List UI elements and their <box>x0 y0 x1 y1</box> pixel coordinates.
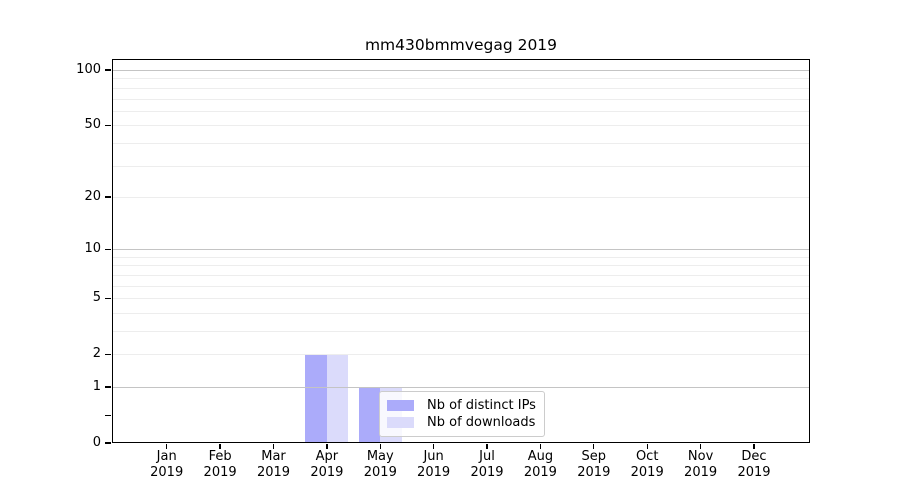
x-tick-label: Sep 2019 <box>577 449 611 480</box>
x-tick-mark <box>539 444 542 449</box>
legend-swatch-distinct-ips-icon <box>387 400 414 411</box>
y-tick-mark <box>105 442 111 444</box>
x-tick-label: Feb 2019 <box>203 449 237 480</box>
y-tick-label: 50 <box>84 117 101 133</box>
x-tick-mark <box>166 444 168 449</box>
x-tick-mark <box>699 444 702 449</box>
x-tick-label: Aug 2019 <box>523 449 557 480</box>
y-tick-label: 10 <box>84 241 101 257</box>
y-tick-mark <box>105 386 111 388</box>
y-tick-mark <box>105 248 111 250</box>
x-tick-mark <box>593 444 595 449</box>
x-tick-label: Apr 2019 <box>310 449 344 480</box>
x-tick-mark <box>379 444 381 449</box>
x-tick-mark <box>432 444 435 449</box>
y-tick-mark <box>105 196 111 198</box>
x-tick-mark <box>486 444 488 449</box>
x-tick-mark <box>753 444 755 449</box>
x-tick-label: Oct 2019 <box>630 449 664 480</box>
y-tick-mark <box>105 353 111 355</box>
y-minor-tick-mark <box>105 415 111 417</box>
y-tick-mark <box>105 69 111 71</box>
y-tick-mark <box>105 297 111 299</box>
legend-swatch-downloads-icon <box>387 417 414 428</box>
x-tick-mark <box>646 444 648 449</box>
plot-area <box>112 59 810 443</box>
chart-title: mm430bmmvegag 2019 <box>364 36 558 54</box>
legend-label-downloads: Nb of downloads <box>427 415 536 430</box>
x-tick-mark <box>219 444 221 449</box>
y-tick-mark <box>105 124 111 126</box>
y-tick-label: 1 <box>92 379 101 394</box>
x-tick-label: Dec 2019 <box>737 449 771 480</box>
x-tick-label: Jan 2019 <box>150 449 184 480</box>
legend: Nb of distinct IPs Nb of downloads <box>379 391 545 437</box>
y-tick-label: 2 <box>92 346 101 362</box>
x-tick-label: May 2019 <box>363 449 397 480</box>
y-tick-label: 5 <box>92 290 101 306</box>
y-tick-label: 100 <box>76 62 101 77</box>
x-tick-label: Jun 2019 <box>417 449 451 480</box>
x-tick-label: Jul 2019 <box>470 449 504 480</box>
legend-row-distinct-ips: Nb of distinct IPs <box>387 397 536 414</box>
legend-label-distinct-ips: Nb of distinct IPs <box>427 398 536 413</box>
y-tick-label: 20 <box>84 188 101 204</box>
y-tick-label: 0 <box>92 435 101 450</box>
x-tick-mark <box>326 444 328 449</box>
x-tick-mark <box>272 444 275 449</box>
x-tick-label: Nov 2019 <box>684 449 718 480</box>
x-tick-label: Mar 2019 <box>256 449 291 480</box>
legend-row-downloads: Nb of downloads <box>387 414 536 431</box>
